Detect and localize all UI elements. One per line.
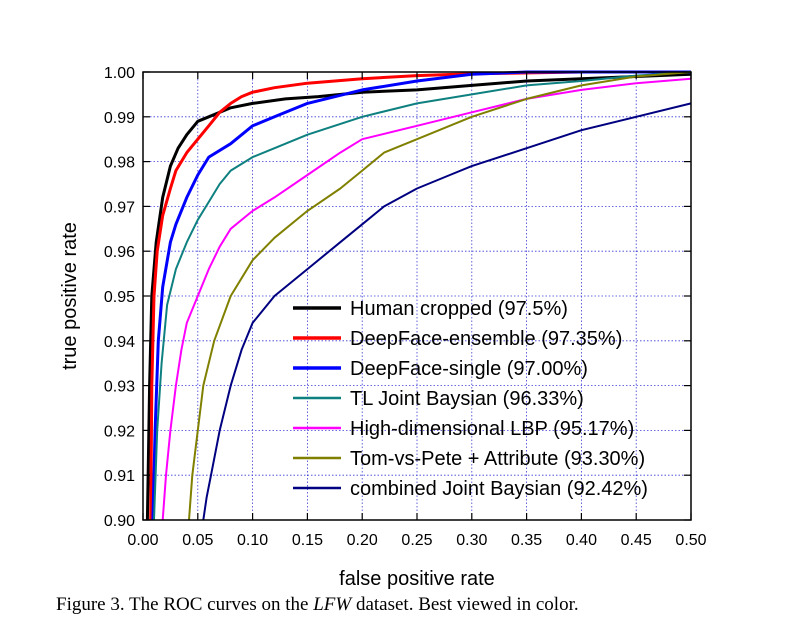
y-tick-label: 0.92 <box>104 423 135 440</box>
figure-caption: Figure 3. The ROC curves on the LFW data… <box>56 594 579 616</box>
legend: Human cropped (97.5%) DeepFace-ensemble (… <box>293 298 648 500</box>
series-line-7 <box>202 102 692 521</box>
ticks: 0.00 0.05 0.10 0.15 0.20 0.25 0.30 0.35 0.40 0.45… <box>104 65 707 549</box>
y-tick-label: 0.91 <box>104 468 135 485</box>
series-line-2 <box>149 70 691 521</box>
caption-dataset: LFW <box>313 594 352 615</box>
legend-label: DeepFace-ensemble (97.35%) <box>350 328 622 350</box>
legend-label: Tom-vs-Pete + Attribute (93.30%) <box>350 448 645 470</box>
caption-text-after: dataset. Best viewed in color. <box>355 594 579 615</box>
roc-chart: 0.00 0.05 0.10 0.15 0.20 0.25 0.30 0.35 0.40 0.45… <box>59 65 707 590</box>
series-line-5 <box>161 77 692 521</box>
series-line-1 <box>145 72 692 521</box>
grid <box>143 72 691 520</box>
x-tick-label: 0.05 <box>182 532 213 549</box>
legend-label: High-dimensional LBP (95.17%) <box>350 418 634 440</box>
series-line-6 <box>188 71 692 521</box>
caption-prefix: Figure 3. <box>56 594 125 615</box>
x-tick-label: 0.45 <box>621 532 652 549</box>
x-tick-label: 0.40 <box>566 532 597 549</box>
y-tick-label: 0.90 <box>104 513 135 530</box>
series-lines <box>145 70 692 521</box>
y-tick-label: 0.98 <box>104 155 135 172</box>
x-tick-label: 0.20 <box>347 532 378 549</box>
x-tick-label: 0.10 <box>237 532 268 549</box>
series-line-4 <box>153 71 692 521</box>
x-tick-label: 0.35 <box>511 532 542 549</box>
x-tick-label: 0.30 <box>456 532 487 549</box>
x-tick-label: 0.15 <box>292 532 323 549</box>
y-axis-title: true positive rate <box>59 222 81 370</box>
caption-text-before: The ROC curves on the <box>129 594 309 615</box>
y-tick-label: 0.95 <box>104 289 135 306</box>
x-tick-label: 0.00 <box>127 532 158 549</box>
x-axis-title: false positive rate <box>339 568 495 590</box>
x-tick-label: 0.50 <box>675 532 706 549</box>
y-tick-label: 1.00 <box>104 65 135 82</box>
y-tick-label: 0.93 <box>104 379 135 396</box>
y-tick-label: 0.99 <box>104 110 135 127</box>
legend-label: combined Joint Baysian (92.42%) <box>350 478 648 500</box>
x-tick-label: 0.25 <box>401 532 432 549</box>
legend-label: Human cropped (97.5%) <box>350 298 568 320</box>
y-tick-label: 0.94 <box>104 334 135 351</box>
legend-label: TL Joint Baysian (96.33%) <box>350 388 584 410</box>
series-line-3 <box>151 70 691 521</box>
y-tick-label: 0.96 <box>104 244 135 261</box>
y-tick-label: 0.97 <box>104 199 135 216</box>
legend-label: DeepFace-single (97.00%) <box>350 358 588 380</box>
